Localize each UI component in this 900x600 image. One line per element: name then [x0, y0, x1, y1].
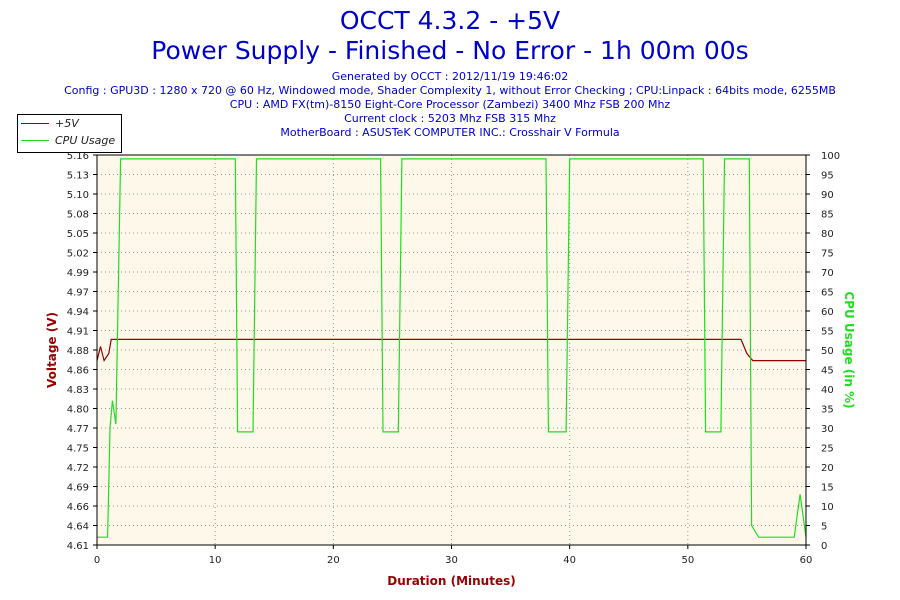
- legend-label-voltage: +5V: [55, 117, 79, 130]
- y2-tick-label: 10: [821, 502, 834, 513]
- y2-tick-label: 100: [821, 151, 840, 162]
- y-tick-label: 4.91: [67, 327, 89, 338]
- info-motherboard: MotherBoard : ASUSTeK COMPUTER INC.: Cro…: [280, 126, 620, 139]
- info-generated: Generated by OCCT : 2012/11/19 19:46:02: [331, 70, 569, 83]
- chart-title: OCCT 4.3.2 - +5V: [339, 6, 561, 35]
- y2-tick-label: 70: [821, 268, 834, 279]
- y2-tick-label: 55: [821, 327, 834, 338]
- y2-tick-label: 0: [821, 541, 827, 552]
- x-tick-label: 40: [563, 555, 576, 566]
- y-tick-label: 5.10: [67, 190, 89, 201]
- series-cpu-usage-line: [97, 158, 807, 538]
- info-config: Config : GPU3D : 1280 x 720 @ 60 Hz, Win…: [64, 84, 836, 97]
- y-tick-label: 4.77: [67, 424, 89, 435]
- y-tick-label: 4.75: [67, 444, 89, 455]
- y2-tick-label: 5: [821, 522, 827, 533]
- info-clock: Current clock : 5203 Mhz FSB 315 Mhz: [344, 112, 556, 125]
- legend-label-cpu: CPU Usage: [55, 134, 116, 147]
- y2-tick-label: 75: [821, 249, 834, 260]
- legend-item-cpu: CPU Usage: [18, 132, 121, 149]
- legend: +5V CPU Usage: [17, 114, 122, 153]
- y-tick-label: 4.86: [67, 366, 89, 377]
- y2-tick-label: 25: [821, 444, 834, 455]
- x-axis-title: Duration (Minutes): [387, 574, 515, 588]
- y-tick-label: 4.64: [67, 522, 89, 533]
- plot-background: [97, 155, 806, 545]
- x-tick-label: 10: [209, 555, 222, 566]
- y-tick-label: 4.83: [67, 385, 89, 396]
- y2-axis-title: CPU Usage (in %): [842, 291, 856, 408]
- y-tick-label: 4.80: [67, 405, 89, 416]
- y2-tick-label: 40: [821, 385, 834, 396]
- y2-tick-label: 95: [821, 171, 834, 182]
- y2-tick-label: 30: [821, 424, 834, 435]
- y-tick-label: 5.16: [67, 151, 89, 162]
- y-tick-label: 4.72: [67, 463, 89, 474]
- y2-tick-label: 80: [821, 229, 834, 240]
- y2-tick-label: 50: [821, 346, 834, 357]
- x-tick-label: 60: [800, 555, 813, 566]
- series-voltage-line: [96, 338, 806, 363]
- y2-tick-label: 20: [821, 463, 834, 474]
- y-tick-label: 4.66: [67, 502, 89, 513]
- info-cpu: CPU : AMD FX(tm)-8150 Eight-Core Process…: [229, 98, 671, 111]
- y-axis-title: Voltage (V): [45, 312, 59, 388]
- y-tick-label: 4.97: [67, 288, 89, 299]
- x-tick-label: 20: [327, 555, 340, 566]
- y2-tick-label: 15: [821, 483, 834, 494]
- x-tick-label: 0: [94, 555, 100, 566]
- y2-tick-label: 85: [821, 210, 834, 221]
- y-tick-label: 4.61: [67, 541, 89, 552]
- x-tick-label: 30: [445, 555, 458, 566]
- y-tick-label: 4.99: [67, 268, 89, 279]
- y2-tick-label: 45: [821, 366, 834, 377]
- x-tick-label: 50: [681, 555, 694, 566]
- y-tick-label: 4.94: [67, 307, 89, 318]
- y-tick-label: 5.08: [67, 210, 89, 221]
- plot-frame: [96, 154, 807, 546]
- y-tick-label: 5.13: [67, 171, 89, 182]
- legend-swatch-cpu: [21, 140, 49, 141]
- chart-subtitle: Power Supply - Finished - No Error - 1h …: [151, 36, 749, 65]
- legend-swatch-voltage: [21, 123, 49, 124]
- y-tick-label: 5.02: [67, 249, 89, 260]
- y2-tick-label: 90: [821, 190, 834, 201]
- y-tick-label: 4.88: [67, 346, 89, 357]
- legend-item-voltage: +5V: [18, 115, 121, 132]
- y2-tick-label: 60: [821, 307, 834, 318]
- y-tick-label: 5.05: [67, 229, 89, 240]
- y2-tick-label: 65: [821, 288, 834, 299]
- y-tick-label: 4.69: [67, 483, 89, 494]
- y2-tick-label: 35: [821, 405, 834, 416]
